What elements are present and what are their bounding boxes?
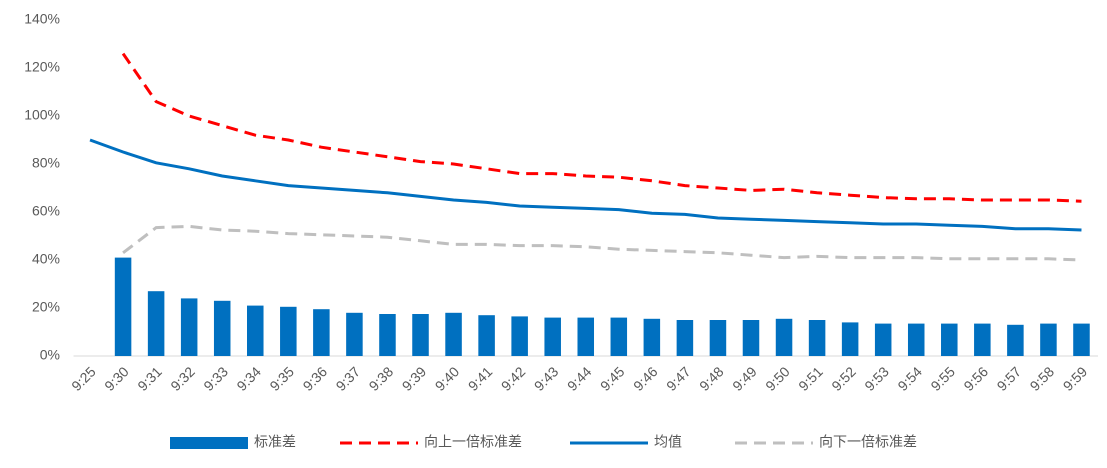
- bar: [577, 317, 595, 356]
- x-tick-label: 9:42: [498, 363, 529, 394]
- x-tick-label: 9:48: [696, 363, 727, 394]
- x-tick-label: 9:38: [366, 363, 397, 394]
- bar: [610, 317, 628, 356]
- y-tick-label: 60%: [32, 203, 60, 219]
- bar: [941, 323, 958, 356]
- bar: [313, 309, 330, 356]
- bar: [478, 315, 495, 356]
- y-tick-label: 140%: [24, 11, 60, 27]
- y-tick-label: 40%: [32, 251, 60, 267]
- x-tick-label: 9:32: [167, 363, 198, 394]
- line: [121, 52, 1082, 203]
- x-tick-label: 9:33: [200, 363, 231, 394]
- x-tick-label: 9:39: [399, 363, 430, 394]
- bar: [907, 323, 925, 356]
- x-tick-label: 9:53: [861, 363, 892, 394]
- x-tick-label: 9:47: [663, 363, 694, 394]
- bar: [676, 320, 694, 356]
- x-tick-label: 9:55: [927, 363, 958, 394]
- x-tick-label: 9:46: [630, 363, 661, 394]
- legend-label: 均值: [654, 434, 682, 450]
- x-tick-label: 9:41: [465, 363, 496, 394]
- x-tick-label: 9:54: [894, 363, 925, 394]
- x-tick-label: 9:57: [994, 363, 1025, 394]
- bar: [742, 320, 760, 356]
- x-tick-label: 9:51: [795, 363, 826, 394]
- bar: [1007, 324, 1024, 356]
- bar: [974, 323, 991, 356]
- x-tick-label: 9:56: [960, 363, 991, 394]
- y-tick-label: 120%: [24, 59, 60, 75]
- bar: [280, 306, 297, 356]
- bar: [808, 320, 826, 356]
- bar: [775, 318, 793, 356]
- x-tick-label: 9:31: [134, 363, 165, 394]
- x-tick-label: 9:35: [266, 363, 297, 394]
- bar: [445, 312, 462, 356]
- legend-label: 向下一倍标准差: [819, 434, 917, 450]
- bar: [1040, 323, 1057, 356]
- bar: [213, 300, 231, 356]
- x-tick-label: 9:40: [432, 363, 463, 394]
- x-tick-label: 9:43: [531, 363, 562, 394]
- bar: [1073, 323, 1090, 356]
- bar: [412, 314, 429, 356]
- x-tick-label: 9:49: [729, 363, 760, 394]
- bar: [511, 316, 528, 356]
- bar: [147, 291, 165, 356]
- bar: [180, 298, 198, 356]
- x-tick-label: 9:52: [828, 363, 859, 394]
- bar: [114, 257, 132, 356]
- bar: [346, 312, 363, 356]
- bar: [544, 317, 561, 356]
- line: [89, 138, 1082, 232]
- legend-label: 向上一倍标准差: [424, 434, 522, 450]
- legend-swatch: [170, 437, 248, 449]
- bar: [709, 320, 727, 356]
- x-tick-label: 9:44: [564, 363, 595, 394]
- x-tick-label: 9:50: [762, 363, 793, 394]
- y-tick-label: 80%: [32, 155, 60, 171]
- bar: [841, 322, 859, 356]
- bar: [874, 323, 892, 356]
- y-tick-label: 0%: [40, 347, 60, 363]
- bar: [247, 305, 264, 356]
- x-tick-label: 9:59: [1060, 363, 1091, 394]
- y-tick-label: 100%: [24, 107, 60, 123]
- x-tick-label: 9:25: [68, 363, 99, 394]
- x-tick-label: 9:58: [1027, 363, 1058, 394]
- x-tick-label: 9:45: [597, 363, 628, 394]
- x-tick-label: 9:37: [333, 363, 364, 394]
- x-tick-label: 9:34: [233, 363, 264, 394]
- x-tick-label: 9:36: [300, 363, 331, 394]
- bar: [643, 318, 661, 356]
- y-tick-label: 20%: [32, 299, 60, 315]
- x-tick-label: 9:30: [101, 363, 132, 394]
- bar: [379, 314, 396, 356]
- line: [122, 224, 1082, 262]
- legend-label: 标准差: [254, 434, 296, 450]
